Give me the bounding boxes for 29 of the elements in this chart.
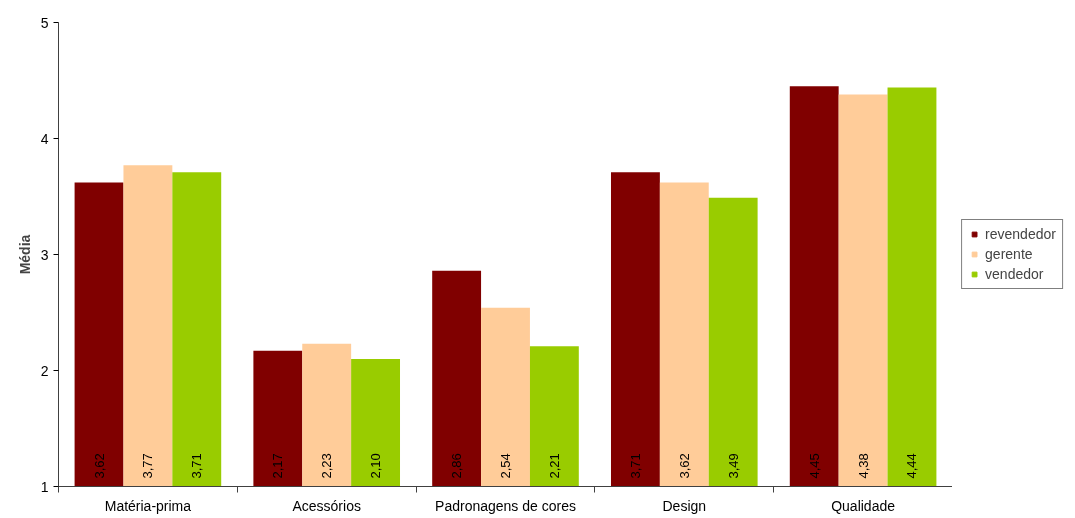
y-tick-label: 5 [40, 14, 49, 31]
data-label: 4,38 [855, 453, 871, 479]
data-label: 4,45 [806, 453, 822, 479]
x-tick-label: Padronagens de cores [435, 497, 576, 514]
data-label: 3,71 [189, 453, 205, 479]
data-label: 3,62 [91, 453, 107, 479]
y-tick-label: 2 [40, 362, 49, 379]
data-label: 3,49 [725, 453, 741, 479]
x-tick-label: Design [662, 497, 707, 514]
legend-label: revendedor [985, 226, 1056, 242]
y-tick-label: 4 [40, 130, 49, 147]
data-label: 2,86 [449, 453, 465, 479]
y-tick-label: 1 [40, 478, 49, 495]
legend-label: gerente [985, 246, 1033, 262]
data-label: 2,23 [319, 453, 335, 479]
y-tick-label: 3 [40, 246, 49, 263]
data-label: 3,62 [676, 453, 692, 479]
x-tick-label: Acessórios [292, 497, 361, 514]
data-label: 3,77 [140, 453, 156, 479]
data-label: 2,21 [546, 453, 562, 479]
data-label: 2,17 [270, 453, 286, 479]
y-axis-title: Média [16, 234, 33, 275]
data-label: 2,10 [368, 453, 384, 479]
data-label: 4,44 [904, 453, 920, 479]
legend-label: vendedor [985, 266, 1044, 282]
x-tick-label: Qualidade [831, 497, 896, 514]
data-label: 2,54 [498, 453, 513, 479]
data-label: 3,71 [627, 453, 643, 479]
x-tick-label: Matéria-prima [104, 497, 192, 514]
